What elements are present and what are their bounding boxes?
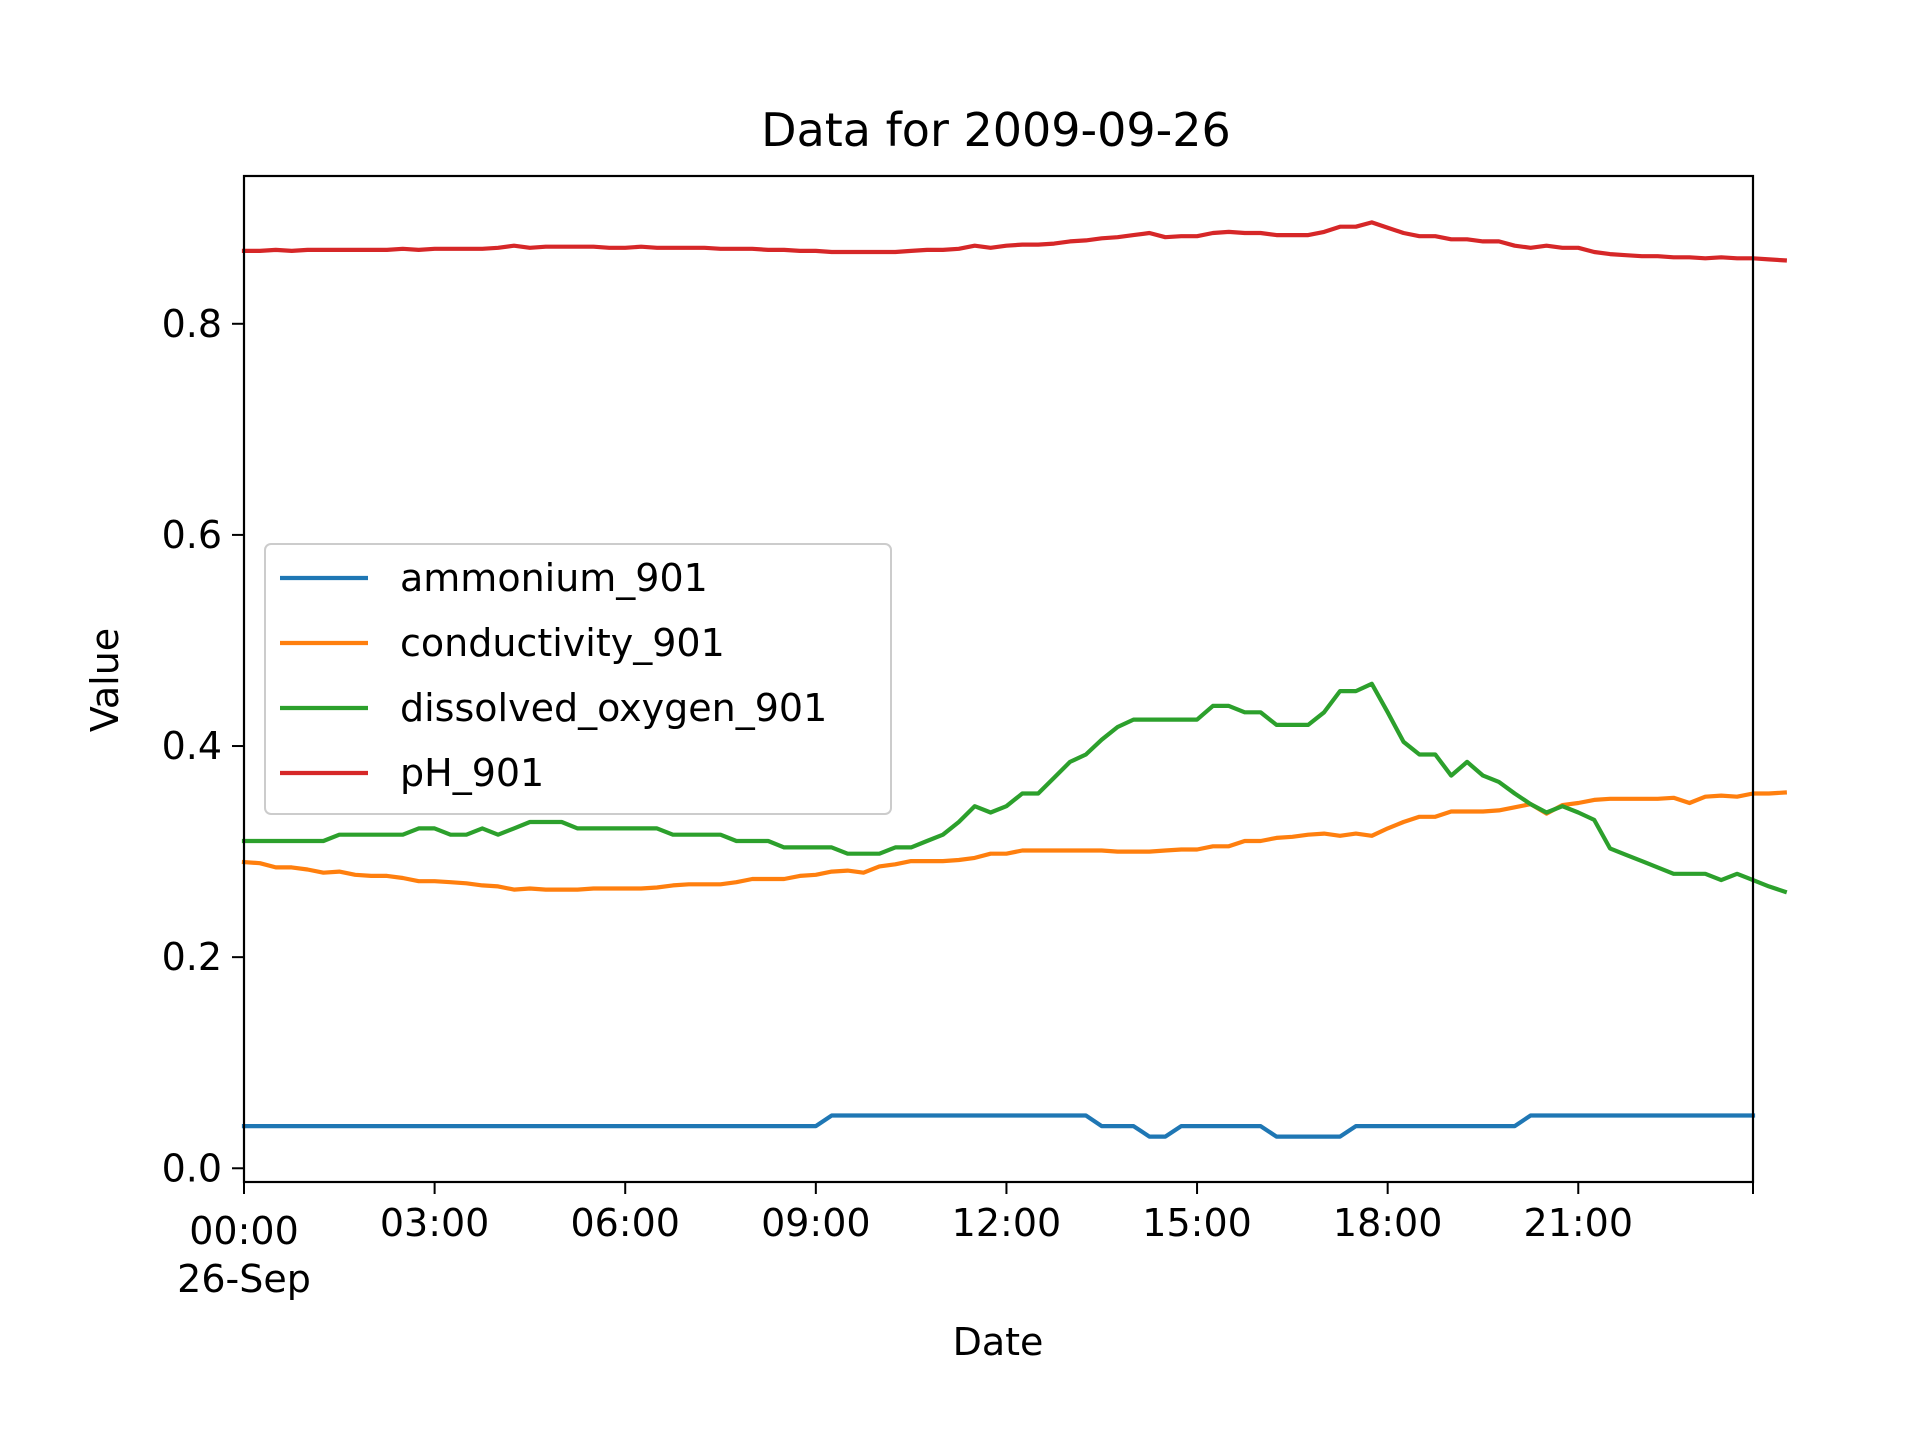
x-tick-label: 18:00 — [1333, 1201, 1443, 1245]
x-tick-sublabel: 26-Sep — [177, 1257, 311, 1301]
legend-label: ammonium_901 — [400, 556, 708, 600]
y-tick-label: 0.4 — [162, 724, 222, 768]
y-tick-label: 0.0 — [162, 1146, 222, 1190]
x-tick-label: 06:00 — [570, 1201, 680, 1245]
x-tick-label: 09:00 — [761, 1201, 871, 1245]
x-axis-label: Date — [953, 1320, 1044, 1364]
y-axis-ticks: 0.0 0.2 0.4 0.6 0.8 — [162, 302, 244, 1190]
y-tick-label: 0.6 — [162, 513, 222, 557]
plot-lines — [241, 220, 1788, 1139]
y-tick-label: 0.8 — [162, 302, 222, 346]
y-tick-label: 0.2 — [162, 935, 222, 979]
legend: ammonium_901 conductivity_901 dissolved_ox… — [264, 543, 892, 815]
series-line-ammonium-901 — [241, 1113, 1756, 1139]
legend-box — [264, 543, 892, 815]
x-tick-label: 00:00 — [189, 1209, 299, 1253]
y-axis-label: Value — [83, 628, 127, 732]
chart-title: Data for 2009-09-26 — [761, 103, 1231, 157]
series-line-dissolved-oxygen-901 — [241, 681, 1788, 895]
legend-label: dissolved_oxygen_901 — [400, 686, 827, 730]
legend-label: pH_901 — [400, 751, 544, 795]
plot-frame — [242, 174, 1755, 1184]
legend-label: conductivity_901 — [400, 621, 725, 665]
x-tick-label: 21:00 — [1524, 1201, 1634, 1245]
x-tick-label: 15:00 — [1142, 1201, 1252, 1245]
series-line-pH-901 — [241, 220, 1788, 263]
x-tick-label: 12:00 — [952, 1201, 1062, 1245]
x-tick-label: 03:00 — [380, 1201, 490, 1245]
